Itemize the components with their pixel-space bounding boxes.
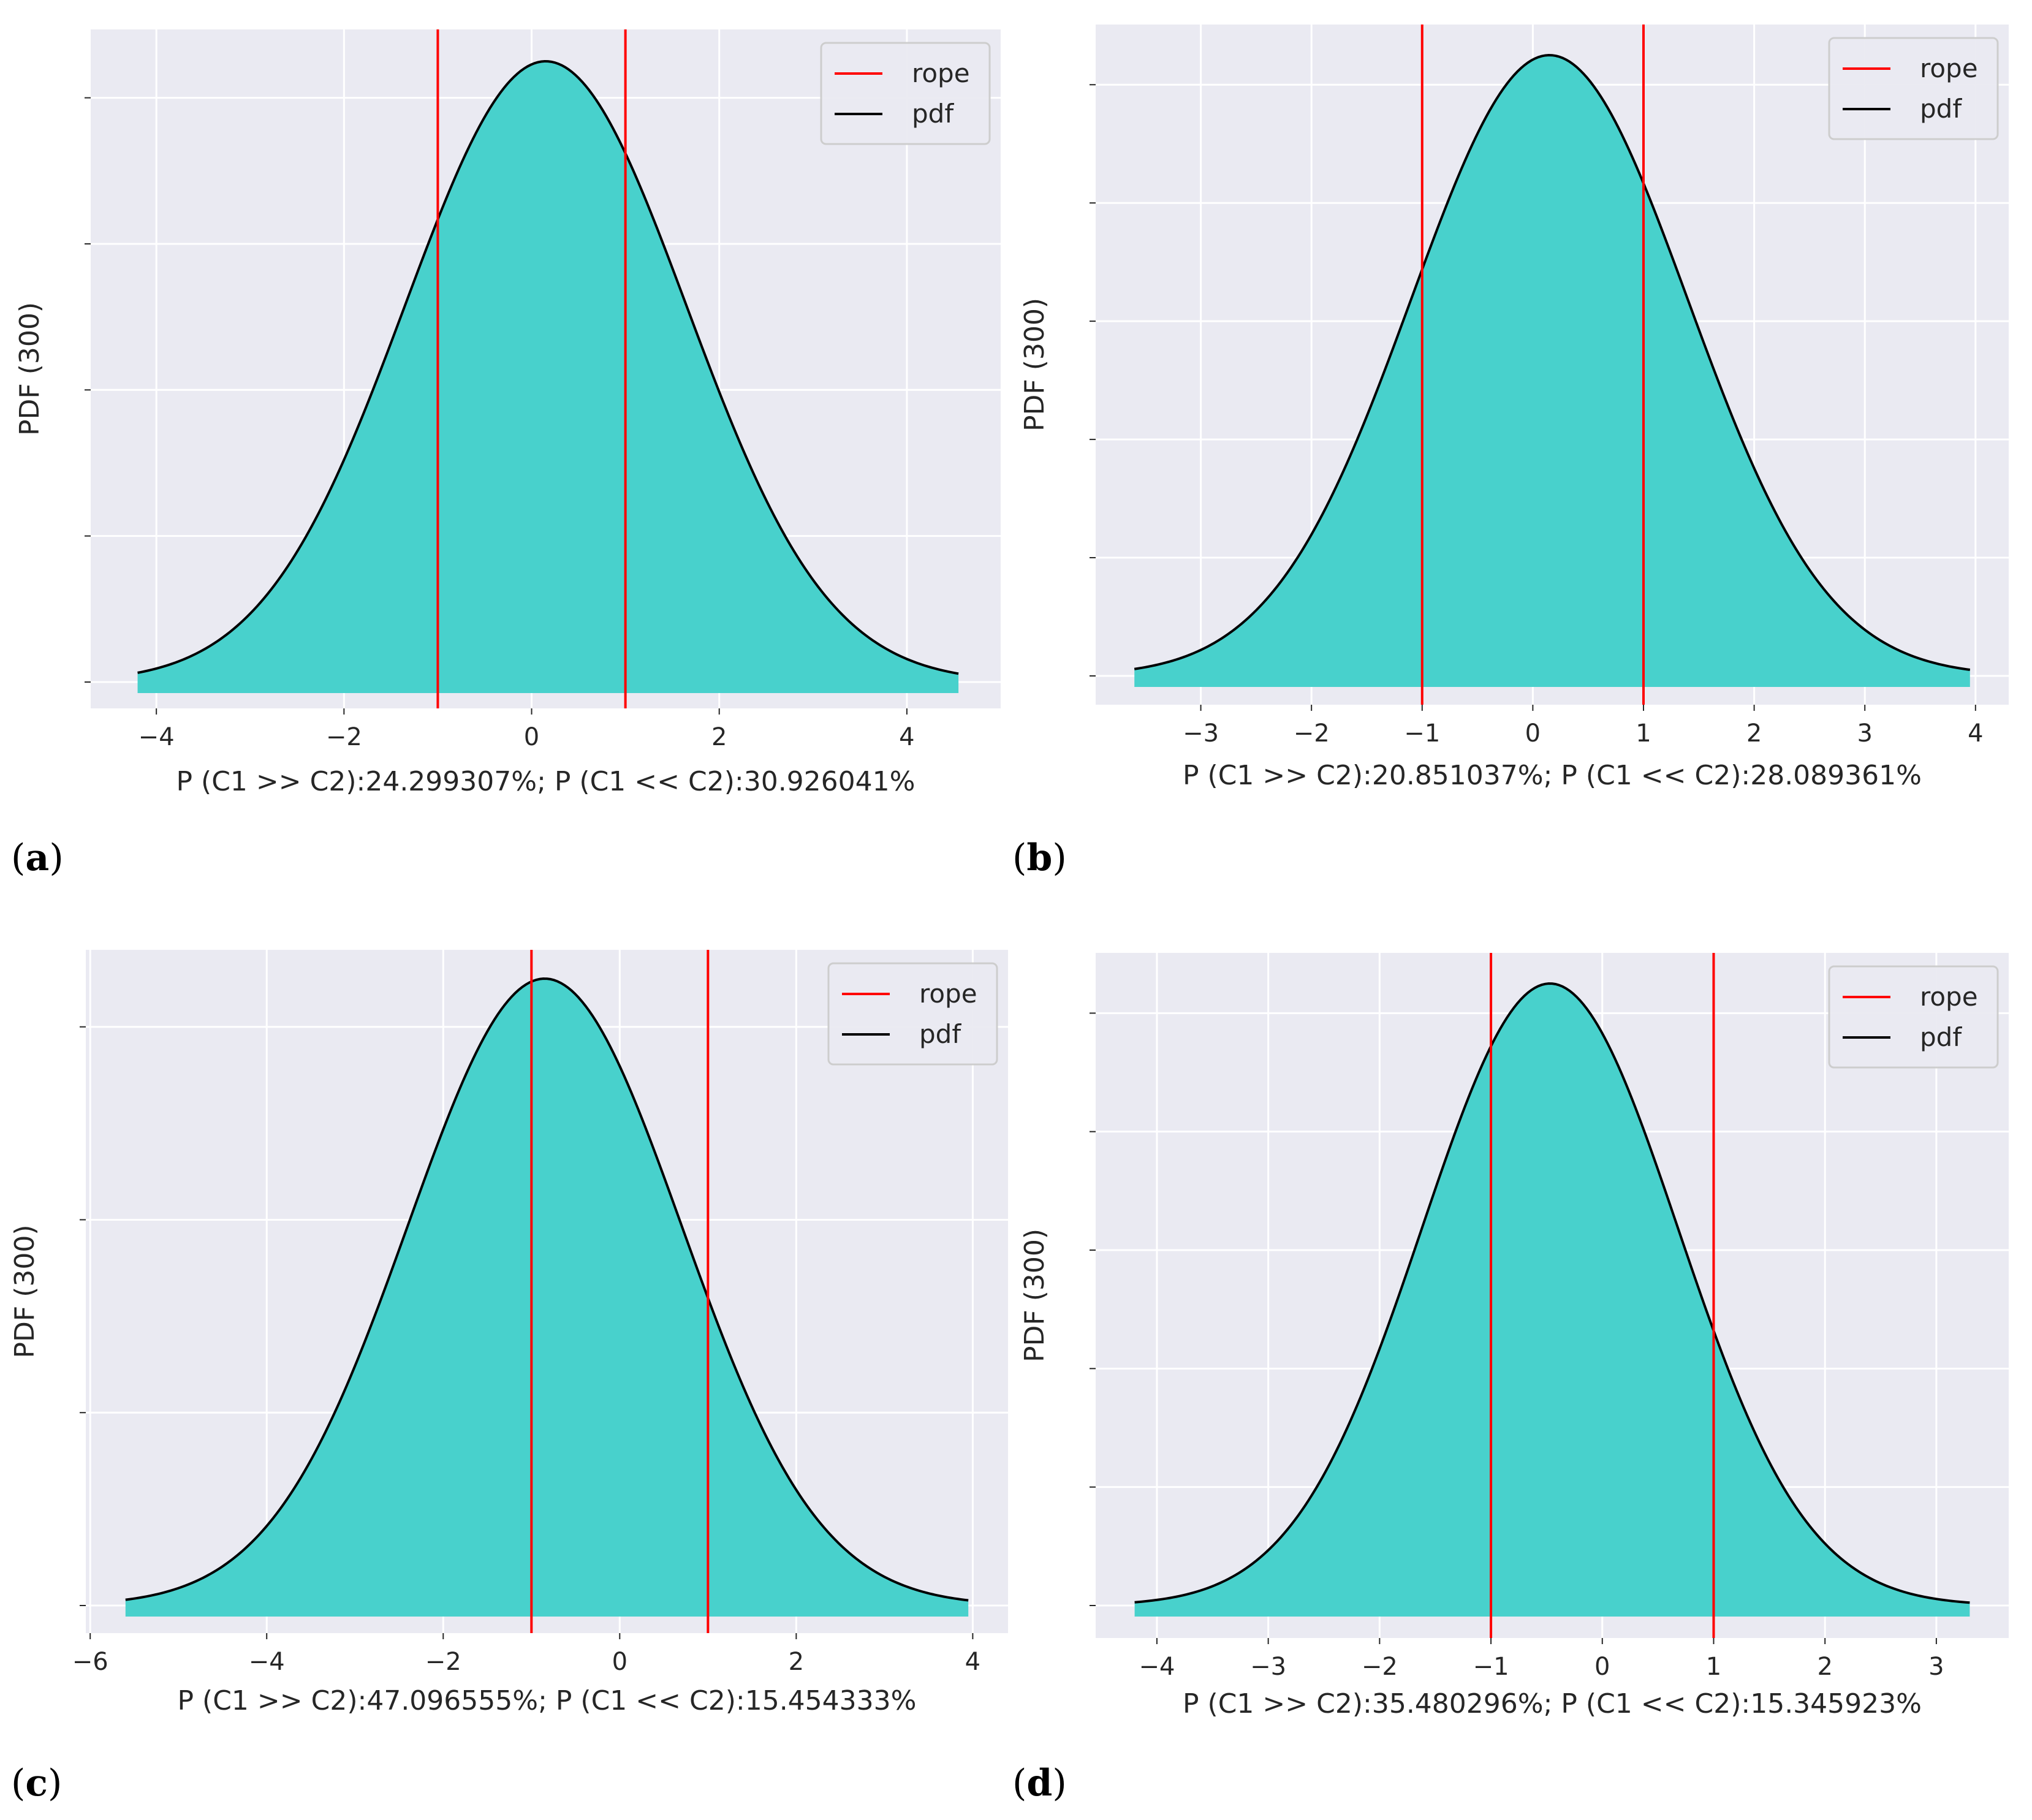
x-tick-label: 4 bbox=[1968, 719, 1983, 748]
panel-label-b: (b) bbox=[1012, 836, 1067, 879]
x-axis-label: P (C1 >> C2):20.851037%; P (C1 << C2):28… bbox=[1183, 760, 1922, 791]
x-tick-label: 4 bbox=[899, 723, 914, 751]
y-axis-label: PDF (300) bbox=[14, 302, 45, 436]
panel-label-a: (a) bbox=[11, 836, 64, 879]
x-tick-label: −1 bbox=[1404, 719, 1440, 748]
x-axis-label: P (C1 >> C2):24.299307%; P (C1 << C2):30… bbox=[176, 766, 916, 797]
x-tick-label: 0 bbox=[524, 723, 539, 751]
chart-panel-c: −6 −4 −2 0 2 4 PDF (300) P (C1 >> C2):47.096555… bbox=[0, 913, 1011, 1820]
x-tick-label: −4 bbox=[138, 723, 175, 751]
x-axis-label: P (C1 >> C2):35.480296%; P (C1 << C2):15… bbox=[1183, 1688, 1922, 1720]
x-tick-label: 1 bbox=[1636, 719, 1651, 748]
legend-label-pdf: pdf bbox=[1920, 1022, 1962, 1052]
chart-panel-d: −4 −3 −2 −1 0 1 2 3 PDF (300) P (C1 >> C2):35.480… bbox=[1012, 913, 2027, 1820]
x-tick-label: 3 bbox=[1928, 1653, 1944, 1681]
chart-panel-b: −3 −2 −1 0 1 2 3 4 PDF (300) P (C1 >> C2):20.8510… bbox=[1012, 0, 2027, 907]
pdf-curve bbox=[1134, 54, 1971, 672]
x-tick-label: 1 bbox=[1706, 1653, 1721, 1681]
pdf-area-fill bbox=[137, 61, 959, 693]
pdf-area-fill bbox=[1134, 984, 1970, 1617]
legend-label-rope: rope bbox=[1920, 982, 1978, 1012]
pdf-area-fill bbox=[125, 979, 969, 1617]
y-axis-label: PDF (300) bbox=[9, 1224, 40, 1358]
chart-panel-a: −4 −2 0 2 4 PDF (300) P (C1 >> C2):24.299307%;… bbox=[0, 0, 1011, 907]
x-tick-label: 2 bbox=[1817, 1653, 1832, 1681]
chart-d-svg: −4 −3 −2 −1 0 1 2 3 PDF (300) P (C1 >> C2):35.480… bbox=[1019, 953, 2009, 1720]
legend-label-pdf: pdf bbox=[1920, 94, 1962, 124]
y-axis-label: PDF (300) bbox=[1019, 1229, 1050, 1362]
panel-label-c: (c) bbox=[11, 1762, 63, 1805]
x-tick-label: −2 bbox=[425, 1648, 461, 1676]
x-tick-label: −2 bbox=[1362, 1653, 1398, 1681]
legend-box bbox=[820, 42, 991, 145]
legend-label-rope: rope bbox=[919, 979, 977, 1009]
pdf-curve bbox=[125, 977, 969, 1602]
legend-box bbox=[827, 962, 998, 1066]
chart-a-svg: −4 −2 0 2 4 PDF (300) P (C1 >> C2):24.299307%;… bbox=[14, 29, 1001, 797]
x-tick-label: −4 bbox=[1139, 1653, 1175, 1681]
chart-c-svg: −6 −4 −2 0 2 4 PDF (300) P (C1 >> C2):47.096555… bbox=[9, 950, 1008, 1716]
pdf-curve bbox=[1134, 982, 1970, 1604]
panel-label-d: (d) bbox=[1012, 1762, 1067, 1805]
x-tick-label: −2 bbox=[1294, 719, 1330, 748]
x-tick-label: −3 bbox=[1183, 719, 1219, 748]
x-axis-label: P (C1 >> C2):47.096555%; P (C1 << C2):15… bbox=[178, 1685, 917, 1716]
x-tick-label: 0 bbox=[612, 1648, 627, 1676]
x-tick-label: −4 bbox=[249, 1648, 285, 1676]
legend-box bbox=[1828, 37, 1999, 140]
x-tick-label: 2 bbox=[1746, 719, 1762, 748]
x-tick-label: 0 bbox=[1525, 719, 1541, 748]
legend-label-pdf: pdf bbox=[919, 1019, 961, 1049]
x-tick-label: −6 bbox=[72, 1648, 108, 1676]
x-tick-label: −3 bbox=[1250, 1653, 1286, 1681]
legend-label-rope: rope bbox=[912, 58, 970, 88]
legend-label-rope: rope bbox=[1920, 53, 1978, 83]
chart-b-svg: −3 −2 −1 0 1 2 3 4 PDF (300) P (C1 >> C2):20.8510… bbox=[1019, 25, 2009, 791]
x-tick-label: 2 bbox=[789, 1648, 804, 1676]
legend-box bbox=[1828, 965, 1999, 1069]
pdf-curve bbox=[137, 60, 959, 675]
x-tick-label: −1 bbox=[1473, 1653, 1509, 1681]
y-axis-label: PDF (300) bbox=[1019, 298, 1050, 431]
x-tick-label: 4 bbox=[965, 1648, 980, 1676]
x-tick-label: 2 bbox=[711, 723, 727, 751]
x-tick-label: 0 bbox=[1594, 1653, 1610, 1681]
x-tick-label: 3 bbox=[1857, 719, 1872, 748]
pdf-area-fill bbox=[1134, 55, 1970, 687]
legend-label-pdf: pdf bbox=[912, 99, 954, 129]
x-tick-label: −2 bbox=[326, 723, 362, 751]
